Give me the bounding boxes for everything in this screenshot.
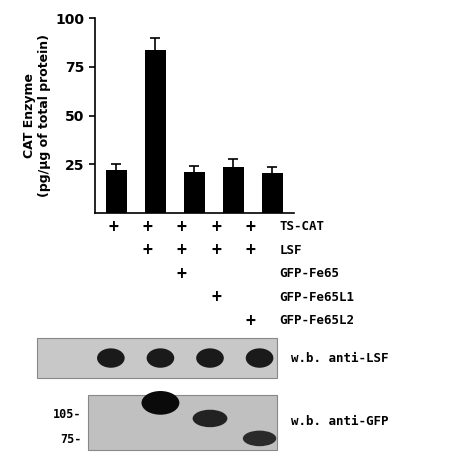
Bar [106, 170, 127, 213]
Text: +: + [245, 312, 255, 330]
FancyBboxPatch shape [88, 395, 277, 450]
Text: GFP-Fe65L2: GFP-Fe65L2 [279, 314, 354, 328]
Text: +: + [177, 241, 187, 259]
Text: GFP-Fe65L1: GFP-Fe65L1 [279, 291, 354, 304]
Y-axis label: CAT Enzyme
(pg/µg of total protein): CAT Enzyme (pg/µg of total protein) [23, 34, 51, 197]
Ellipse shape [142, 391, 179, 415]
Ellipse shape [196, 348, 224, 368]
Text: +: + [211, 218, 221, 236]
Ellipse shape [192, 410, 228, 427]
Text: +: + [245, 218, 255, 236]
Text: TS-CAT: TS-CAT [279, 220, 324, 233]
Bar [262, 173, 283, 213]
Text: +: + [211, 241, 221, 259]
Text: +: + [245, 241, 255, 259]
Text: w.b. anti-LSF: w.b. anti-LSF [291, 352, 388, 365]
Ellipse shape [246, 348, 273, 368]
Ellipse shape [97, 348, 125, 368]
Text: 105-: 105- [53, 407, 82, 420]
Text: GFP-Fe65: GFP-Fe65 [279, 267, 339, 280]
Ellipse shape [243, 431, 276, 446]
Text: w.b. anti-GFP: w.b. anti-GFP [291, 415, 388, 428]
Bar [223, 167, 244, 213]
Text: LSF: LSF [279, 243, 302, 257]
Text: +: + [109, 218, 118, 236]
Text: +: + [143, 218, 153, 236]
Text: +: + [177, 218, 187, 236]
Ellipse shape [146, 348, 174, 368]
Text: +: + [211, 288, 221, 306]
FancyBboxPatch shape [37, 338, 277, 378]
Text: 75-: 75- [60, 432, 82, 445]
Text: +: + [177, 265, 187, 283]
Text: +: + [143, 241, 153, 259]
Bar [183, 172, 205, 213]
Bar [145, 49, 166, 213]
